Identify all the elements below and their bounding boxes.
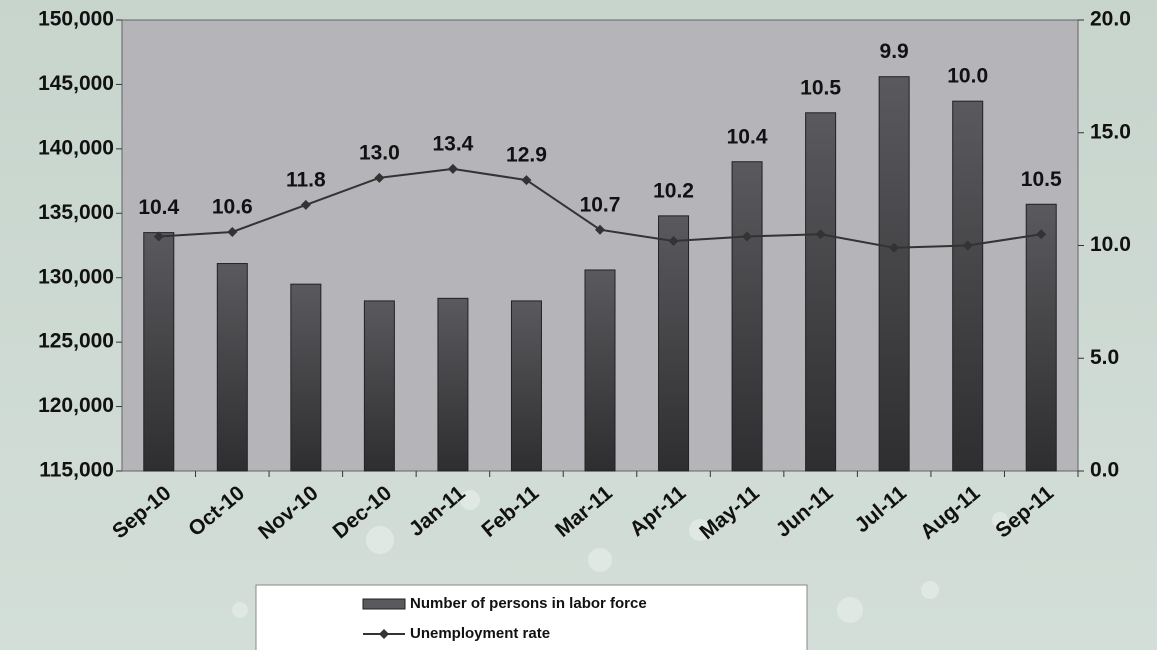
y2-tick-label: 15.0 xyxy=(1090,120,1131,143)
data-label: 11.8 xyxy=(286,168,326,191)
bar xyxy=(805,112,837,472)
data-label: 9.9 xyxy=(880,40,909,63)
marker xyxy=(521,175,532,186)
data-label: 13.4 xyxy=(432,132,473,155)
bar xyxy=(878,76,910,472)
y2-tick-label: 20.0 xyxy=(1090,8,1131,31)
data-label: 10.0 xyxy=(947,65,988,88)
bar xyxy=(363,300,395,472)
data-label: 10.6 xyxy=(212,196,253,219)
legend-box xyxy=(255,584,808,650)
legend-swatch xyxy=(362,598,406,610)
bar xyxy=(1025,203,1057,472)
bar xyxy=(216,263,248,472)
bar xyxy=(437,297,469,472)
marker xyxy=(374,172,385,183)
marker xyxy=(227,226,238,237)
marker xyxy=(153,231,164,242)
bar xyxy=(658,215,690,472)
data-label: 10.7 xyxy=(580,193,621,216)
bar xyxy=(143,232,175,472)
data-label: 10.5 xyxy=(800,76,841,99)
legend-label: Number of persons in labor force xyxy=(410,595,647,612)
legend-label: Unemployment rate xyxy=(410,625,550,642)
y-tick-label: 125,000 xyxy=(38,330,114,353)
bar xyxy=(290,283,322,472)
y-tick-label: 140,000 xyxy=(38,136,114,159)
y-tick-label: 115,000 xyxy=(39,459,114,482)
bar xyxy=(510,300,542,472)
y2-tick-label: 0.0 xyxy=(1090,459,1119,482)
bar xyxy=(952,100,984,472)
data-label: 10.5 xyxy=(1021,168,1062,191)
data-label: 10.4 xyxy=(138,196,179,219)
y2-tick-label: 10.0 xyxy=(1090,233,1131,256)
y-tick-label: 120,000 xyxy=(38,394,114,417)
decoration xyxy=(232,490,1008,623)
marker xyxy=(1036,229,1047,240)
legend: Number of persons in labor force Unemploy… xyxy=(255,584,808,650)
y-tick-label: 150,000 xyxy=(38,8,114,31)
bar xyxy=(584,269,616,472)
marker xyxy=(595,224,605,235)
y-tick-label: 145,000 xyxy=(38,72,114,95)
bar xyxy=(731,161,763,472)
y-tick-label: 130,000 xyxy=(38,265,114,288)
legend-marker xyxy=(379,629,389,639)
marker xyxy=(668,235,679,246)
marker xyxy=(300,199,311,210)
marker xyxy=(742,231,753,242)
marker xyxy=(962,240,973,251)
y-tick-label: 135,000 xyxy=(38,201,114,224)
marker xyxy=(815,229,826,240)
data-label: 13.0 xyxy=(359,141,400,164)
y2-tick-label: 5.0 xyxy=(1090,346,1119,369)
marker xyxy=(889,242,900,253)
data-label: 12.9 xyxy=(506,144,547,167)
data-label: 10.2 xyxy=(653,179,694,202)
data-label: 10.4 xyxy=(727,125,768,148)
marker xyxy=(447,163,458,174)
